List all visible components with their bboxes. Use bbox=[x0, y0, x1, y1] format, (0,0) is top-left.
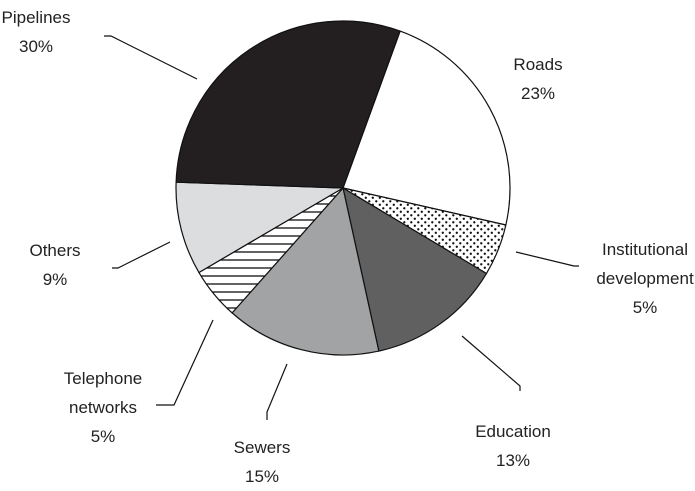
leader-lines bbox=[104, 35, 579, 420]
slice-category-label: networks bbox=[69, 398, 137, 417]
slice-category-label: Education bbox=[475, 422, 551, 441]
leader-line-institutional-development bbox=[515, 251, 579, 267]
slice-label-institutional-development: Institutional development 5% bbox=[596, 240, 694, 317]
slice-category-label: development bbox=[596, 269, 694, 288]
slice-label-roads: Roads 23% bbox=[513, 55, 562, 103]
pie-slice-roads bbox=[342, 30, 511, 226]
pie-slice-others bbox=[175, 181, 344, 274]
slice-value-label: 5% bbox=[91, 427, 116, 446]
slice-label-others: Others 9% bbox=[29, 241, 80, 289]
slice-value-label: 30% bbox=[19, 37, 53, 56]
leader-line-telephone-networks bbox=[156, 319, 214, 406]
slice-labels: Roads 23% Institutional development 5% Educat… bbox=[2, 8, 694, 486]
slice-value-label: 9% bbox=[43, 270, 68, 289]
slice-value-label: 15% bbox=[245, 467, 279, 486]
leader-line-others bbox=[112, 241, 171, 269]
pie-slice-education bbox=[342, 187, 488, 352]
slice-value-label: 23% bbox=[521, 84, 555, 103]
pie-slices bbox=[175, 20, 511, 356]
slice-category-label: Roads bbox=[513, 55, 562, 74]
leader-line-pipelines bbox=[104, 35, 198, 80]
slice-label-pipelines: Pipelines 30% bbox=[2, 8, 71, 56]
slice-category-label: Telephone bbox=[64, 369, 142, 388]
slice-label-education: Education 13% bbox=[475, 422, 551, 470]
slice-label-sewers: Sewers 15% bbox=[234, 438, 291, 486]
slice-value-label: 13% bbox=[496, 451, 530, 470]
slice-category-label: Pipelines bbox=[2, 8, 71, 27]
slice-category-label: Institutional bbox=[602, 240, 688, 259]
slice-label-telephone-networks: Telephone networks 5% bbox=[64, 369, 142, 446]
slice-value-label: 5% bbox=[633, 298, 658, 317]
slice-category-label: Sewers bbox=[234, 438, 291, 457]
pie-slice-sewers bbox=[231, 187, 380, 356]
leader-line-sewers bbox=[266, 363, 288, 420]
leader-line-education bbox=[461, 335, 521, 391]
pie-slice-pipelines bbox=[175, 20, 401, 189]
slice-category-label: Others bbox=[29, 241, 80, 260]
